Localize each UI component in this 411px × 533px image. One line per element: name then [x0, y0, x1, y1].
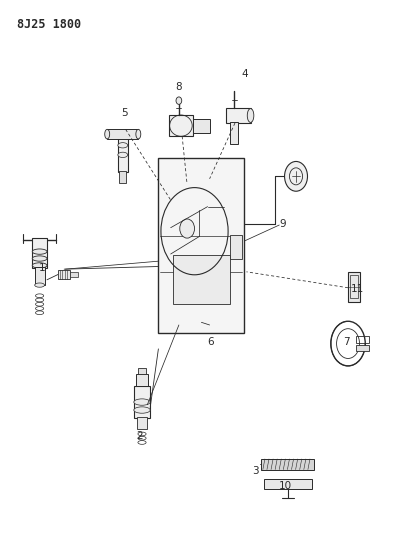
- Bar: [138, 368, 146, 374]
- Bar: [264, 479, 312, 489]
- Bar: [107, 130, 139, 139]
- Bar: [158, 158, 245, 333]
- Ellipse shape: [105, 130, 110, 139]
- Ellipse shape: [118, 143, 128, 148]
- Text: 1: 1: [38, 263, 45, 272]
- Bar: [193, 119, 210, 133]
- Circle shape: [180, 219, 194, 238]
- Bar: [58, 270, 70, 279]
- Text: 7: 7: [344, 337, 350, 347]
- Circle shape: [176, 97, 182, 104]
- Ellipse shape: [136, 130, 141, 139]
- Bar: [169, 115, 193, 136]
- Ellipse shape: [32, 249, 47, 254]
- Bar: [136, 374, 148, 386]
- Bar: [356, 345, 369, 351]
- Text: 6: 6: [207, 337, 214, 347]
- Text: 8: 8: [175, 82, 182, 92]
- Bar: [70, 272, 78, 277]
- Text: 11: 11: [351, 284, 364, 294]
- Text: 4: 4: [241, 69, 248, 79]
- Ellipse shape: [35, 283, 44, 287]
- Ellipse shape: [32, 256, 47, 261]
- Bar: [173, 255, 230, 304]
- Bar: [120, 171, 126, 182]
- Bar: [230, 122, 238, 144]
- Text: 10: 10: [279, 481, 292, 490]
- Bar: [137, 417, 147, 429]
- Bar: [350, 275, 358, 298]
- Text: 8J25 1800: 8J25 1800: [17, 18, 81, 31]
- Bar: [348, 272, 360, 302]
- Bar: [118, 136, 128, 172]
- Bar: [32, 238, 47, 268]
- Bar: [134, 386, 150, 418]
- Text: 3: 3: [252, 466, 259, 475]
- Ellipse shape: [134, 407, 150, 413]
- Text: 5: 5: [122, 108, 128, 118]
- Text: 9: 9: [279, 219, 286, 229]
- Bar: [226, 108, 251, 123]
- Circle shape: [284, 161, 307, 191]
- Ellipse shape: [247, 109, 254, 123]
- Bar: [261, 459, 314, 470]
- Ellipse shape: [134, 399, 150, 405]
- Ellipse shape: [118, 152, 128, 158]
- Bar: [230, 236, 242, 259]
- Bar: [35, 266, 44, 285]
- Text: 2: 2: [136, 431, 143, 441]
- Ellipse shape: [32, 263, 47, 268]
- Bar: [356, 336, 369, 343]
